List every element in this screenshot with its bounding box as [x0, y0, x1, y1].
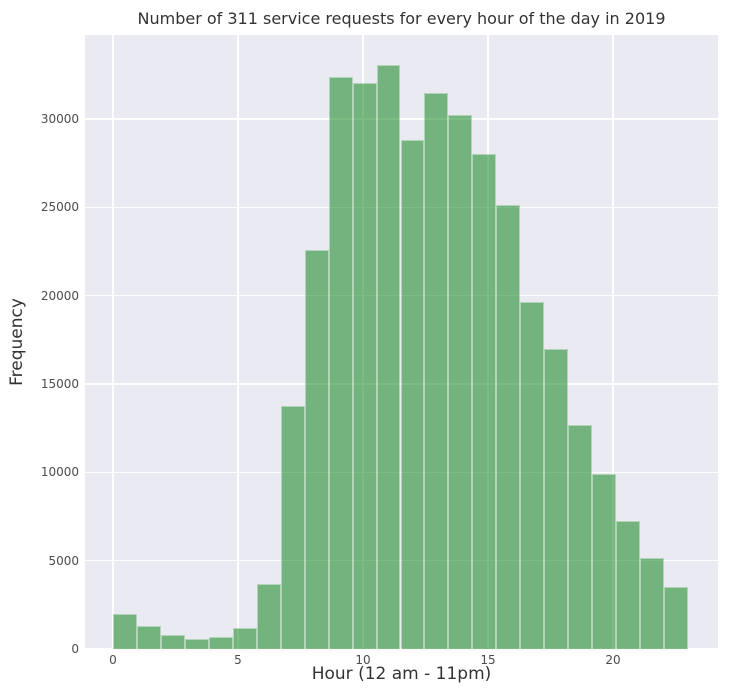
y-tick-label-15000: 15000 [40, 376, 79, 391]
y-tick-label-10000: 10000 [40, 465, 79, 480]
gridline-x-5 [237, 35, 239, 649]
bar-hour-14 [448, 114, 473, 649]
y-axis-label: Frequency [7, 298, 27, 386]
bar-hour-9 [328, 77, 353, 649]
bar-hour-18 [544, 348, 569, 649]
bar-hour-15 [472, 154, 497, 649]
bar-hour-17 [520, 301, 545, 649]
bar-hour-12 [400, 140, 425, 649]
bar-hour-11 [376, 65, 401, 649]
y-tick-label-25000: 25000 [40, 200, 79, 215]
bar-hour-6 [256, 583, 281, 649]
y-tick-label-20000: 20000 [40, 288, 79, 303]
bar-hour-4 [208, 636, 233, 649]
plot-area [85, 35, 718, 649]
bar-hour-19 [568, 424, 593, 649]
bar-hour-7 [280, 406, 305, 649]
bar-hour-5 [232, 627, 257, 649]
x-tick-label-10: 10 [355, 653, 371, 667]
gridline-x-20 [612, 35, 614, 649]
bar-hour-0 [113, 613, 137, 649]
gridline-x-0 [112, 35, 114, 649]
bar-hour-3 [184, 639, 209, 649]
bar-hour-20 [592, 474, 617, 649]
x-tick-label-5: 5 [234, 653, 242, 667]
x-tick-label-0: 0 [109, 653, 117, 667]
x-axis-label: Hour (12 am - 11pm) [311, 664, 492, 684]
bar-hour-10 [352, 82, 377, 649]
bar-hour-8 [304, 249, 329, 649]
gridline-y-30000 [85, 118, 718, 120]
x-tick-label-20: 20 [605, 653, 621, 667]
bar-hour-16 [496, 204, 521, 649]
y-tick-label-5000: 5000 [48, 553, 79, 568]
y-tick-label-30000: 30000 [40, 111, 79, 126]
bar-hour-21 [616, 520, 641, 649]
y-tick-label-0: 0 [71, 642, 79, 656]
chart-title: Number of 311 service requests for every… [137, 9, 666, 28]
bar-hour-23 [664, 587, 688, 649]
bar-hour-22 [640, 558, 665, 649]
bar-hour-1 [136, 626, 161, 649]
x-tick-label-15: 15 [480, 653, 496, 667]
bar-hour-13 [424, 93, 449, 649]
bar-hour-2 [160, 634, 185, 649]
